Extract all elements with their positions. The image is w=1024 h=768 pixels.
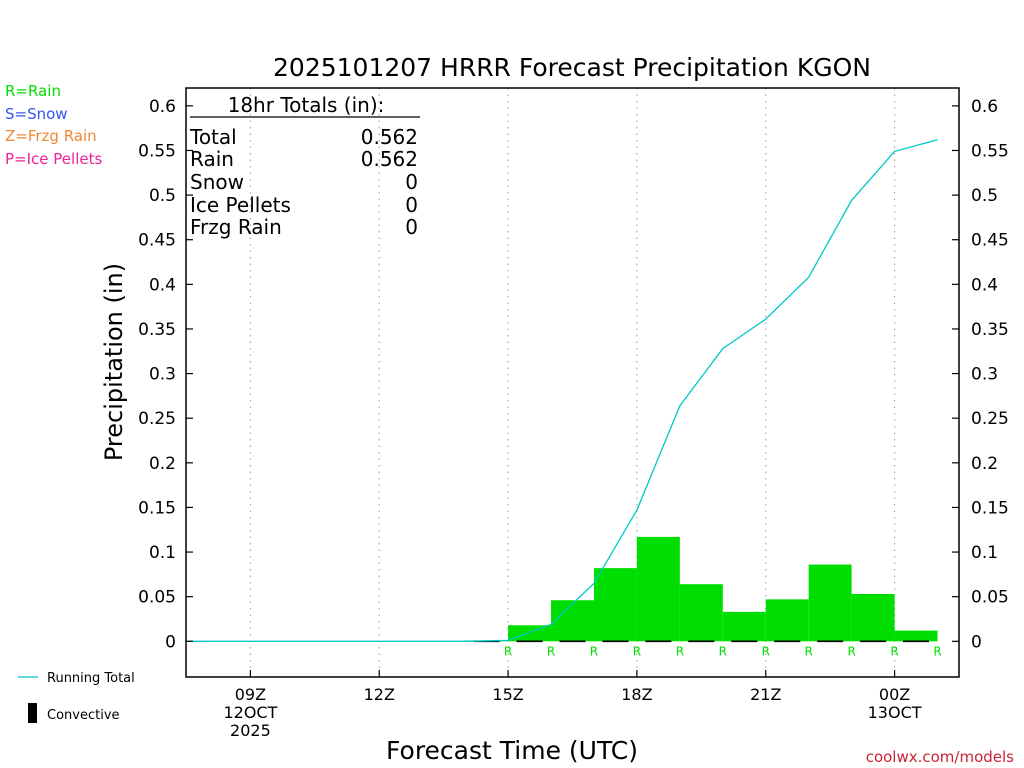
x-tick-label: 00Z — [879, 685, 910, 704]
precip-bar — [808, 564, 852, 642]
y-tick-label-right: 0 — [971, 632, 982, 652]
convective-legend-label: Convective — [47, 708, 120, 723]
ptype-label: R — [633, 644, 641, 658]
y-tick-label: 0.25 — [138, 409, 176, 429]
totals-row-label: Frzg Rain — [190, 215, 282, 239]
precip-bar — [765, 599, 809, 642]
y-tick-label-right: 0.15 — [971, 498, 1009, 518]
y-tick-label-right: 0.05 — [971, 588, 1009, 608]
y-tick-label-right: 0.6 — [971, 97, 998, 117]
x-tick-label: 15Z — [492, 685, 523, 704]
y-tick-label: 0 — [165, 632, 176, 652]
y-tick-label-right: 0.25 — [971, 409, 1009, 429]
y-tick-label: 0.35 — [138, 320, 176, 340]
totals-row-label: Rain — [190, 147, 234, 171]
x-tick-label: 09Z — [235, 685, 266, 704]
totals-row-value: 0.562 — [361, 125, 418, 149]
x-tick-label: 18Z — [621, 685, 652, 704]
ptype-label: R — [676, 644, 684, 658]
y-tick-label: 0.5 — [149, 186, 176, 206]
totals-row-value: 0 — [405, 193, 418, 217]
y-tick-label: 0.55 — [138, 141, 176, 161]
totals-row-label: Total — [189, 125, 237, 149]
running-total-line — [186, 139, 938, 642]
x-axis-label: Forecast Time (UTC) — [386, 736, 638, 765]
ptype-label: R — [504, 644, 512, 658]
y-tick-label: 0.4 — [149, 275, 176, 295]
totals-row-label: Snow — [190, 170, 244, 194]
precip-bar — [508, 625, 552, 642]
y-tick-label-right: 0.3 — [971, 365, 998, 385]
y-tick-label-right: 0.2 — [971, 454, 998, 474]
x-tick-label: 13OCT — [868, 703, 922, 722]
x-tick-label: 12Z — [364, 685, 395, 704]
plot-frame — [185, 87, 960, 678]
precip-bar — [636, 536, 680, 642]
totals-row-label: Ice Pellets — [190, 193, 291, 217]
precip-bar — [722, 611, 766, 642]
y-tick-label: 0.3 — [149, 365, 176, 385]
y-tick-label: 0.2 — [149, 454, 176, 474]
y-tick-label-right: 0.5 — [971, 186, 998, 206]
y-tick-label-right: 0.55 — [971, 141, 1009, 161]
y-tick-label-right: 0.35 — [971, 320, 1009, 340]
y-axis-label: Precipitation (in) — [100, 263, 128, 461]
legend-snow: S=Snow — [5, 105, 68, 123]
precip-bar — [593, 568, 637, 642]
totals-row-value: 0.562 — [361, 147, 418, 171]
precip-bar — [894, 630, 938, 642]
totals-row-value: 0 — [405, 215, 418, 239]
y-tick-label: 0.05 — [138, 588, 176, 608]
x-tick-label: 21Z — [750, 685, 781, 704]
convective-legend-swatch — [28, 703, 37, 723]
precip-bar — [679, 584, 723, 642]
ptype-label: R — [890, 644, 898, 658]
totals-row-value: 0 — [405, 170, 418, 194]
totals-header: 18hr Totals (in): — [228, 93, 385, 117]
ptype-label: R — [547, 644, 555, 658]
ptype-label: R — [590, 644, 598, 658]
precip-bar — [551, 600, 594, 642]
y-tick-label: 0.1 — [149, 543, 176, 563]
ptype-label: R — [719, 644, 727, 658]
y-axis-ticks: 0 00.05 0.050.1 0.10.15 0.150.2 0.20.25 0.250.… — [138, 97, 1009, 652]
hourly-precip-bars — [465, 536, 938, 642]
running-total-legend-label: Running Total — [47, 671, 135, 686]
legend-frzg-rain: Z=Frzg Rain — [5, 127, 97, 145]
credit-text: coolwx.com/models — [866, 748, 1014, 766]
totals-box: 18hr Totals (in): Total 0.562 Rain 0.562… — [189, 93, 420, 239]
ptype-label: R — [847, 644, 855, 658]
y-tick-label-right: 0.4 — [971, 275, 998, 295]
ptype-label: R — [762, 644, 770, 658]
ptype-label: R — [805, 644, 813, 658]
legend-rain: R=Rain — [5, 82, 61, 100]
y-tick-label-right: 0.1 — [971, 543, 998, 563]
precip-bar — [851, 594, 895, 642]
y-tick-label: 0.15 — [138, 498, 176, 518]
y-tick-label: 0.45 — [138, 231, 176, 251]
x-tick-label: 12OCT — [223, 703, 277, 722]
y-tick-label-right: 0.45 — [971, 231, 1009, 251]
y-tick-label: 0.6 — [149, 97, 176, 117]
chart-title: 2025101207 HRRR Forecast Precipitation K… — [273, 53, 871, 82]
x-gridlines — [249, 88, 896, 677]
legend-ice-pellets: P=Ice Pellets — [5, 150, 102, 168]
x-tick-label: 2025 — [230, 721, 271, 740]
ptype-label: R — [933, 644, 941, 658]
